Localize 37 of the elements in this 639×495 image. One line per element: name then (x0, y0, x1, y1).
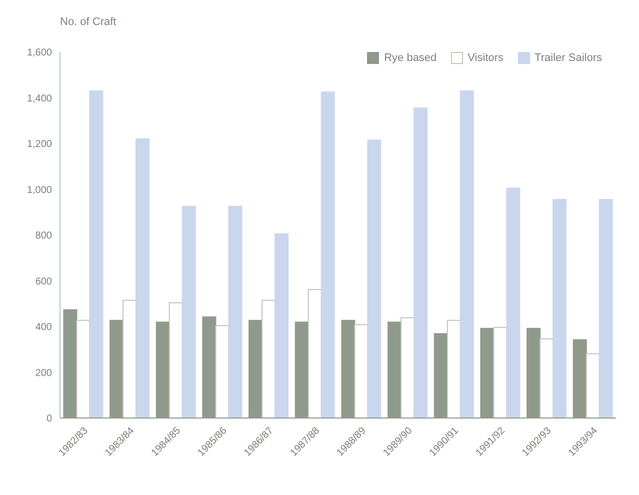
bar (182, 206, 196, 418)
bar (598, 199, 613, 418)
bar (215, 325, 230, 418)
bar (367, 140, 382, 418)
bar (446, 320, 461, 418)
bar (354, 324, 368, 418)
y-tick-label: 1,600 (26, 48, 52, 59)
bar (400, 317, 415, 418)
y-tick-label: 200 (35, 368, 52, 379)
bar (460, 90, 474, 418)
bar (274, 233, 289, 418)
bar (308, 288, 322, 418)
bar (136, 138, 150, 418)
y-tick-label: 400 (35, 322, 52, 334)
bar (89, 90, 104, 418)
legend-label: Rye based (383, 52, 437, 64)
y-axis-title: No. of Craft (60, 16, 116, 28)
y-tick-label: 1,200 (26, 139, 52, 150)
bar (586, 353, 600, 418)
bar (228, 206, 242, 418)
bar (320, 92, 335, 418)
y-tick-label: 0 (46, 414, 52, 425)
bar (262, 300, 276, 418)
legend-label: Visitors (466, 52, 504, 64)
bar (493, 326, 508, 418)
bar (506, 188, 520, 418)
bar (168, 302, 183, 418)
bar (122, 300, 137, 418)
y-tick-label: 800 (35, 230, 52, 242)
bar (414, 108, 428, 418)
bar (76, 320, 90, 418)
bar (540, 338, 554, 418)
legend-label: Trailer Sailors (534, 52, 602, 64)
bar (552, 199, 567, 418)
y-tick-label: 600 (35, 276, 52, 288)
y-tick-label: 1,000 (26, 184, 52, 196)
y-tick-label: 1,400 (26, 93, 52, 104)
